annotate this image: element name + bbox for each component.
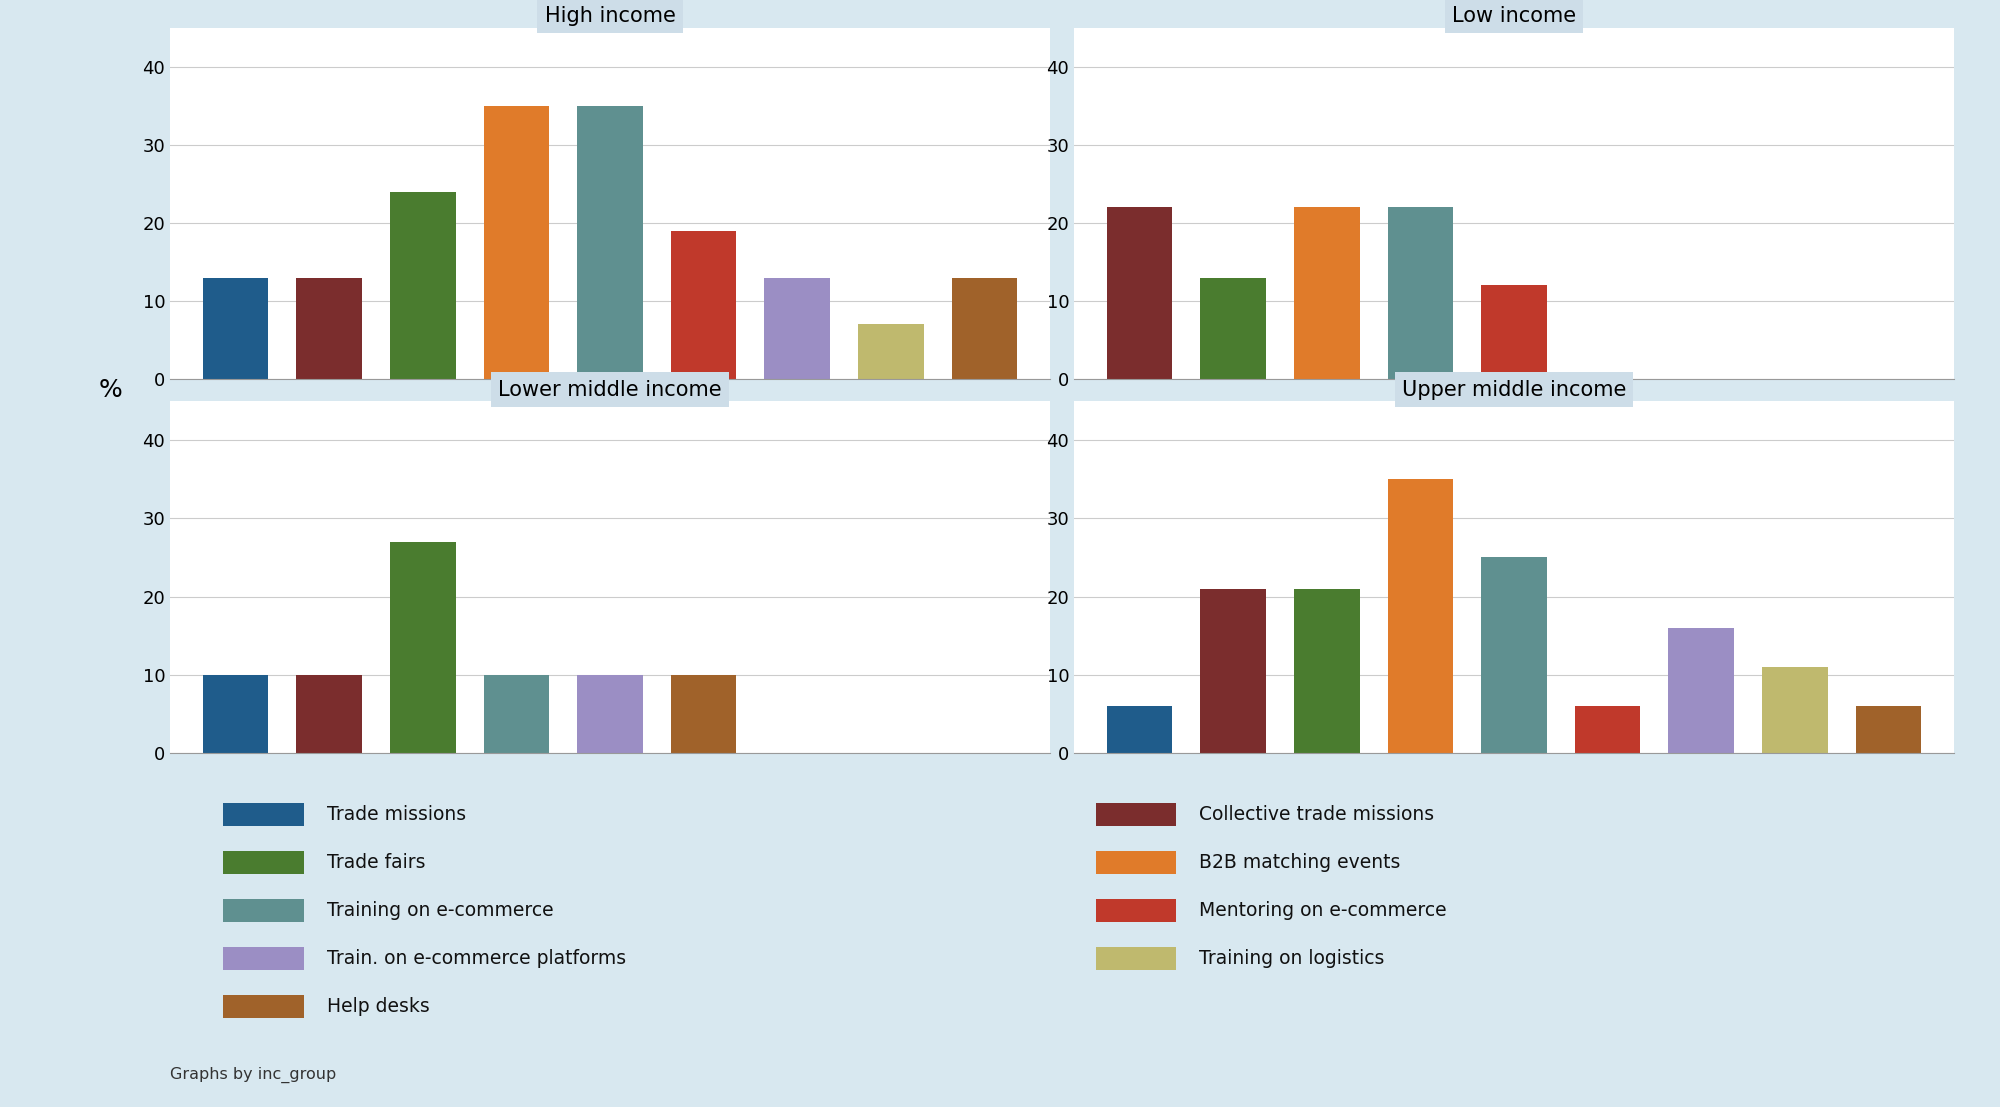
Bar [1762,666,1828,753]
Text: Graphs by inc_group: Graphs by inc_group [170,1066,336,1083]
Bar [1668,628,1734,753]
Bar [1096,899,1176,922]
Bar [1856,706,1922,753]
Title: High income: High income [544,7,676,27]
Bar [1096,850,1176,875]
Title: Low income: Low income [1452,7,1576,27]
Bar [578,106,642,379]
Bar [1294,589,1360,753]
Bar [1388,207,1454,379]
Bar [202,278,268,379]
Bar [670,230,736,379]
Text: Mentoring on e-commerce: Mentoring on e-commerce [1198,901,1446,920]
Bar [390,192,456,379]
Bar [858,324,924,379]
Bar [952,278,1018,379]
Bar [296,278,362,379]
Bar [1106,706,1172,753]
Bar [1200,589,1266,753]
Bar [764,278,830,379]
Bar [1388,479,1454,753]
Bar [578,674,642,753]
Bar [224,946,304,971]
Bar [202,674,268,753]
Text: Training on e-commerce: Training on e-commerce [326,901,554,920]
Bar [224,803,304,826]
Bar [1574,706,1640,753]
Text: B2B matching events: B2B matching events [1198,852,1400,872]
Bar [1482,558,1546,753]
Text: Collective trade missions: Collective trade missions [1198,805,1434,824]
Bar [1096,946,1176,971]
Text: Help desks: Help desks [326,997,430,1016]
Text: Trade fairs: Trade fairs [326,852,426,872]
Bar [484,674,550,753]
Bar [484,106,550,379]
Bar [224,995,304,1018]
Bar [1106,207,1172,379]
Title: Upper middle income: Upper middle income [1402,380,1626,400]
Text: Train. on e-commerce platforms: Train. on e-commerce platforms [326,949,626,969]
Bar [1200,278,1266,379]
Bar [296,674,362,753]
Bar [224,899,304,922]
Text: Training on logistics: Training on logistics [1198,949,1384,969]
Bar [1096,803,1176,826]
Bar [1294,207,1360,379]
Title: Lower middle income: Lower middle income [498,380,722,400]
Text: %: % [98,379,122,402]
Bar [670,674,736,753]
Bar [390,542,456,753]
Bar [1482,286,1546,379]
Bar [224,850,304,875]
Text: Trade missions: Trade missions [326,805,466,824]
